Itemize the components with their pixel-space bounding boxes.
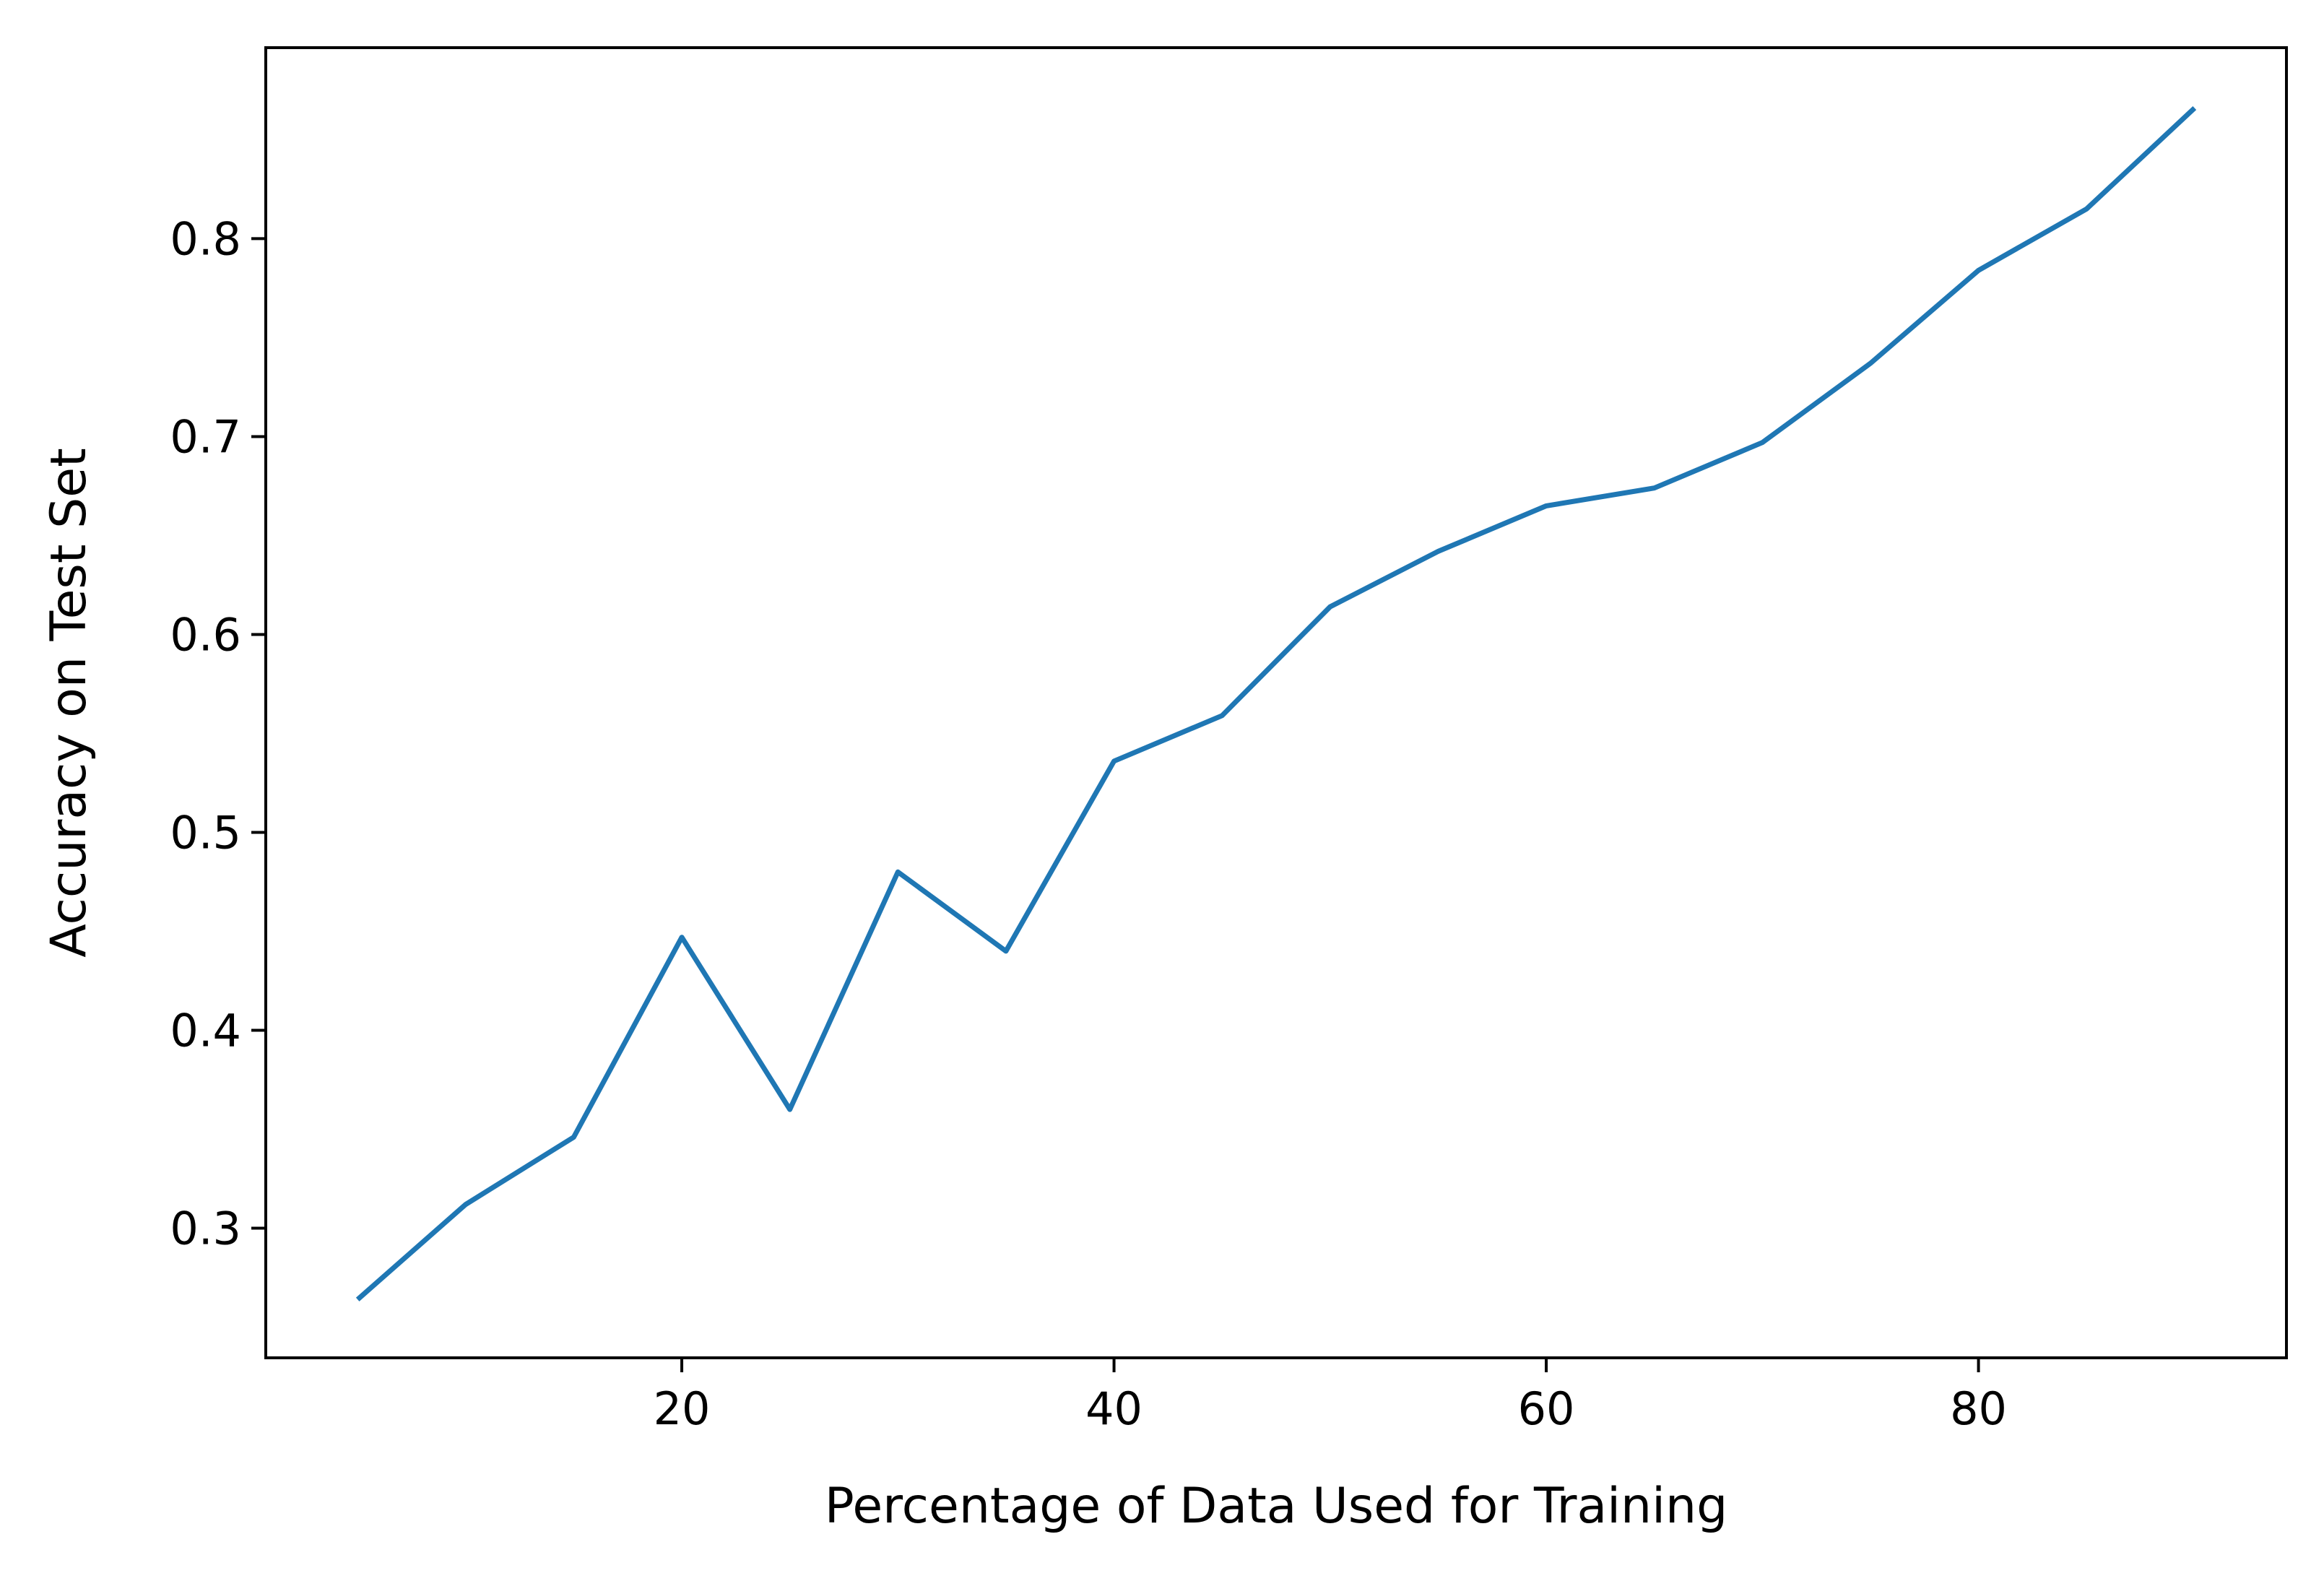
x-tick-label-20: 20 (654, 1382, 711, 1435)
x-tick-label-60: 60 (1518, 1382, 1575, 1435)
y-tick-label-0.7: 0.7 (170, 410, 241, 463)
y-axis-title: Accuracy on Test Set (40, 448, 97, 958)
series-line-0 (355, 106, 2197, 1301)
y-tick-label-0.6: 0.6 (170, 608, 241, 661)
plot-area: 20 40 60 80 0.3 0.4 0.5 0.6 0.7 0.8 (170, 46, 2288, 1435)
y-tick-label-0.8: 0.8 (170, 212, 241, 265)
y-tick-label-0.3: 0.3 (170, 1203, 241, 1255)
y-tick-label-0.5: 0.5 (170, 806, 241, 859)
y-tick-label-0.4: 0.4 (170, 1005, 241, 1057)
x-axis-title: Percentage of Data Used for Training (825, 1478, 1728, 1535)
axes-frame (264, 46, 2288, 1359)
x-tick-label-40: 40 (1085, 1382, 1143, 1435)
x-tick-label-80: 80 (1950, 1382, 2007, 1435)
